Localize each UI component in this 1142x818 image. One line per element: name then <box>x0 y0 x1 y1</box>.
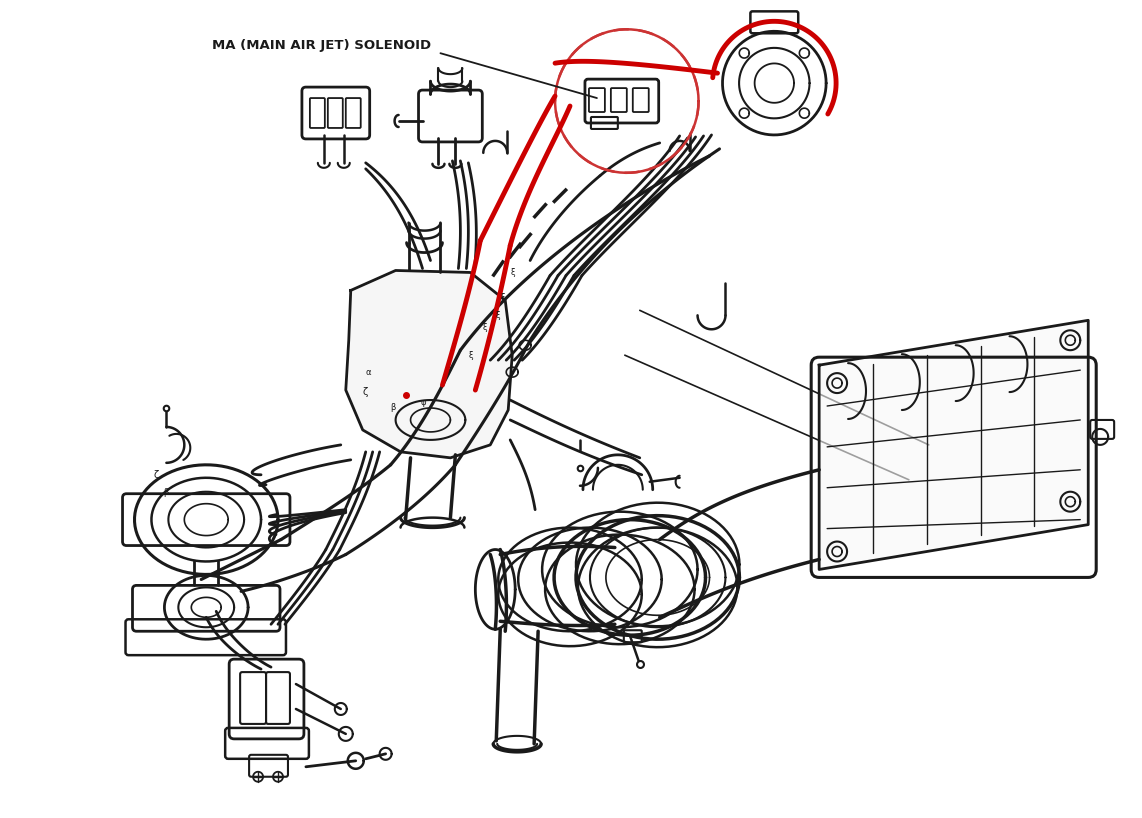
Text: ξ: ξ <box>482 323 486 332</box>
Text: ξ: ξ <box>468 351 473 360</box>
Polygon shape <box>346 271 513 458</box>
Text: ζ: ζ <box>153 470 159 480</box>
Text: ξ: ξ <box>510 268 515 277</box>
Text: ψ: ψ <box>420 398 426 407</box>
Text: α: α <box>365 368 371 377</box>
Text: ζ: ζ <box>363 387 368 397</box>
Text: ξ: ξ <box>496 312 500 321</box>
Text: MA (MAIN AIR JET) SOLENOID: MA (MAIN AIR JET) SOLENOID <box>212 39 432 52</box>
Polygon shape <box>819 321 1088 569</box>
Text: β: β <box>163 488 169 497</box>
Text: β: β <box>391 403 396 412</box>
Text: ξ: ξ <box>500 294 505 303</box>
